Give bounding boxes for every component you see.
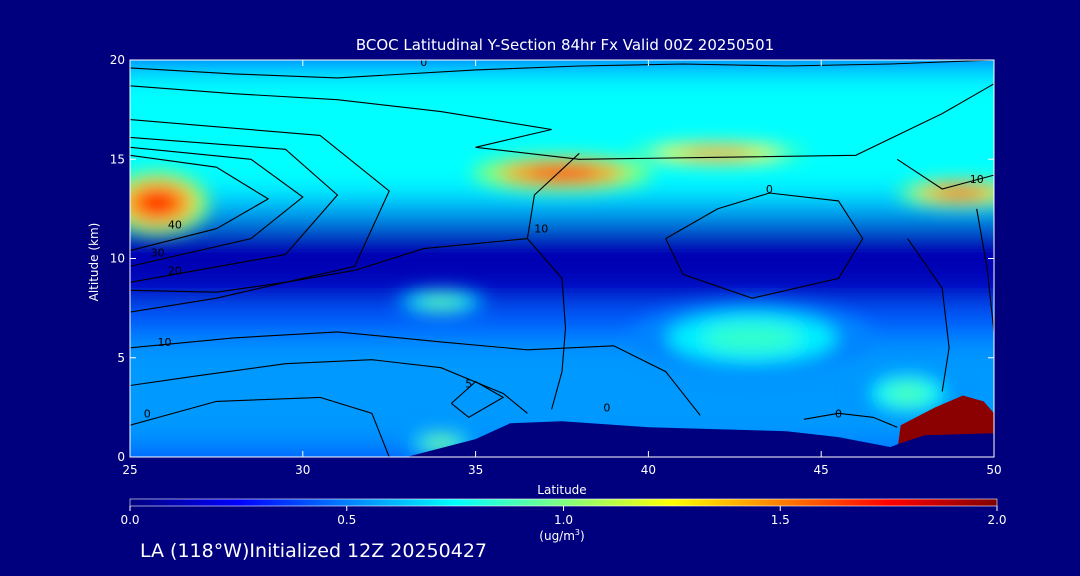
concentration-blob [886,383,929,404]
contour-lines [130,60,994,457]
contour-line [130,359,528,414]
concentration-band [130,222,994,299]
y-tick-label: 20 [110,53,125,67]
contour-label: 20 [168,264,182,277]
colorbar-tick-label: 2.0 [987,513,1006,527]
x-tick-label: 35 [468,463,483,477]
contour-line [130,396,390,457]
concentration-bands [130,60,994,457]
contour-label: 0 [144,407,151,420]
concentration-blob [934,187,985,199]
terrain [406,421,994,457]
y-tick-label: 0 [117,450,125,464]
contour-label: 0 [420,56,427,69]
x-tick-label: 30 [295,463,310,477]
concentration-blobs [130,141,994,456]
x-tick-label: 40 [641,463,656,477]
colorbar-tick-label: 1.5 [771,513,790,527]
colorbar-ticks: 0.0 0.5 1.0 1.5 2.0 [120,506,1007,527]
contour-label: 0 [766,183,773,196]
contour-label: 0 [603,401,610,414]
contour-label: 5 [465,378,472,391]
contour-label: 30 [151,247,165,260]
x-tick-label: 50 [986,463,1001,477]
concentration-blob [703,323,801,353]
contour-label: 10 [534,223,548,236]
contour-line [896,158,994,190]
x-axis: 25 30 35 40 45 50 [122,60,1002,477]
contour-line [803,412,898,428]
x-axis-label: Latitude [537,483,586,497]
contour-line [130,154,270,252]
y-tick-label: 5 [117,351,125,365]
contour-line [130,60,994,79]
contour-line [451,380,505,418]
concentration-blob [526,165,598,181]
chart-title: BCOC Latitudinal Y-Section 84hr Fx Valid… [356,36,774,54]
contour-line [665,192,864,299]
y-tick-label: 10 [110,252,125,266]
contour-label: 10 [158,336,172,349]
y-axis: 0 5 10 15 20 [110,53,994,464]
concentration-blob [136,190,179,216]
concentration-blob [427,438,455,448]
x-tick-label: 25 [122,463,137,477]
contour-line [130,331,701,416]
colorbar-tick-label: 0.5 [337,513,356,527]
x-tick-label: 45 [814,463,829,477]
contour-line [130,119,390,313]
contour-line [130,146,304,267]
y-tick-label: 15 [110,152,125,166]
concentration-blob [681,148,754,159]
colorbar-tick-label: 1.0 [554,513,573,527]
contour-line [130,83,994,160]
contour-label: 10 [970,173,984,186]
contour-line [130,152,580,293]
contour-label: 0 [835,407,842,420]
contour-line [907,238,950,392]
contour-line [526,238,567,410]
colorbar-units: (ug/m3) [539,528,584,543]
concentration-blob [423,297,460,307]
contour-line [130,136,339,283]
contour-line [976,208,994,332]
colorbar-tick-label: 0.0 [120,513,139,527]
contour-label: 40 [168,219,182,232]
footer-initialization-label: LA (118°W)Initialized 12Z 20250427 [140,540,487,562]
colorbar [129,498,998,507]
y-axis-label: Altitude (km) [87,223,101,302]
